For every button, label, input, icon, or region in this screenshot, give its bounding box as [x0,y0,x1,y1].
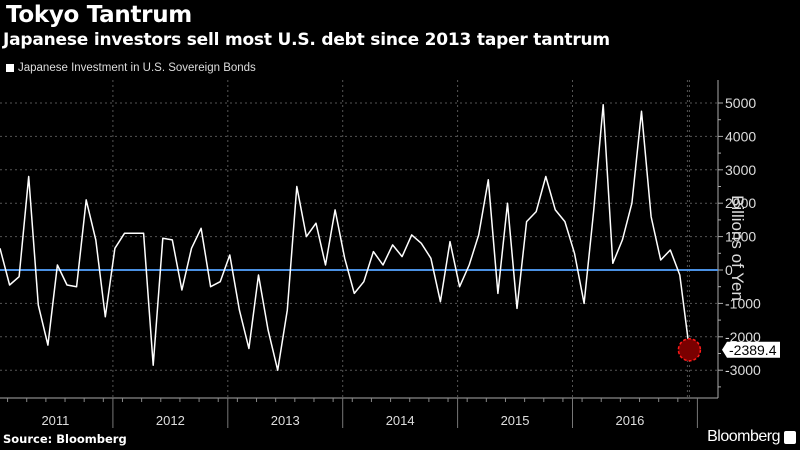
y-tick-label: 1000 [725,229,756,245]
source-note: Source: Bloomberg [3,432,127,446]
y-tick-label: 3000 [725,162,756,178]
y-axis-label: Billions of Yen [728,195,747,301]
x-tick-label: 2012 [156,413,185,428]
legend-swatch [6,64,14,72]
x-tick-label: 2015 [501,413,530,428]
value-callout-label: -2389.4 [729,342,777,358]
x-tick-label: 2014 [386,413,415,428]
value-callout-box [722,341,780,358]
y-tick-label: 4000 [725,128,756,144]
y-tick-label: 5000 [725,95,756,111]
y-tick-label: -1000 [725,295,761,311]
y-tick-label: 0 [725,262,733,278]
bloomberg-icon [784,431,796,444]
chart-subtitle: Japanese investors sell most U.S. debt s… [3,30,610,50]
brand-logo: Bloomberg [707,428,780,445]
y-tick-label: 2000 [725,195,756,211]
legend-label: Japanese Investment in U.S. Sovereign Bo… [18,62,256,74]
chart-title: Tokyo Tantrum [6,2,192,28]
y-tick-label: -2000 [725,329,761,345]
x-tick-label: 2011 [41,413,69,428]
highlight-marker [677,338,702,362]
x-tick-label: 2013 [271,413,300,428]
y-tick-label: -3000 [725,362,761,378]
x-tick-label: 2016 [615,413,644,428]
legend: Japanese Investment in U.S. Sovereign Bo… [6,62,256,74]
series-line [0,103,691,371]
